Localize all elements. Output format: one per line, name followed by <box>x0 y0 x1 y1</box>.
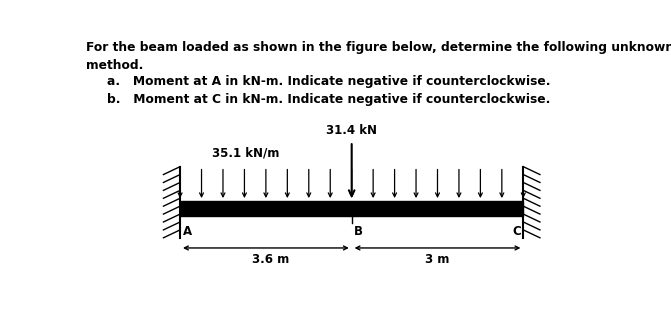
Text: method.: method. <box>87 59 144 72</box>
Text: 3.6 m: 3.6 m <box>252 252 290 266</box>
Text: C: C <box>512 225 521 238</box>
Text: For the beam loaded as shown in the figure below, determine the following unknow: For the beam loaded as shown in the figu… <box>87 41 671 54</box>
Text: A: A <box>183 225 192 238</box>
Text: a.   Moment at A in kN-m. Indicate negative if counterclockwise.: a. Moment at A in kN-m. Indicate negativ… <box>107 75 551 88</box>
Text: 35.1 kN/m: 35.1 kN/m <box>211 146 279 159</box>
Bar <box>180 201 523 216</box>
Text: 3 m: 3 m <box>425 252 450 266</box>
Text: B: B <box>354 225 363 238</box>
Text: 31.4 kN: 31.4 kN <box>326 124 377 137</box>
Text: b.   Moment at C in kN-m. Indicate negative if counterclockwise.: b. Moment at C in kN-m. Indicate negativ… <box>107 93 551 106</box>
